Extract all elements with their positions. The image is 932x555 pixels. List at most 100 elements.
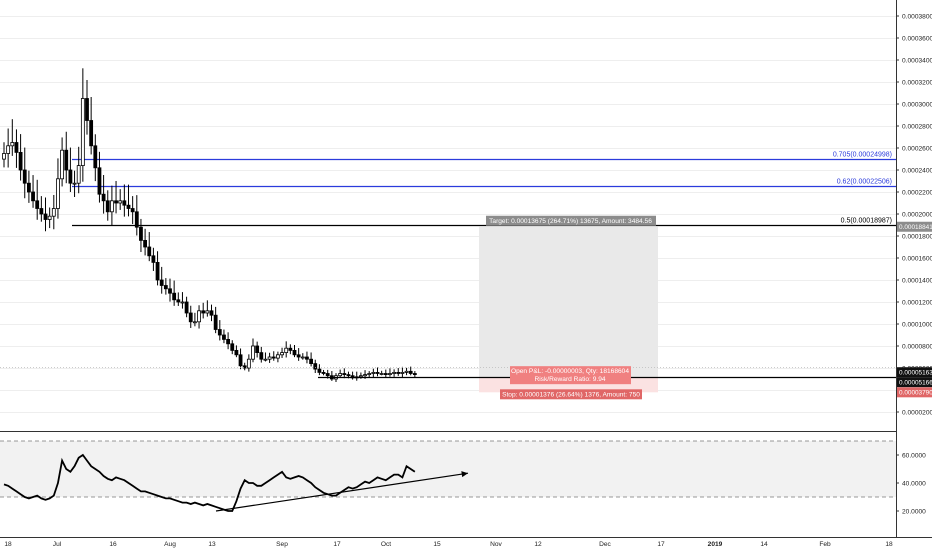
candle-body [14,142,19,153]
candle-body [134,211,139,228]
indicator-panel[interactable] [0,440,896,512]
candle-body [118,200,123,204]
fib-level-label: 0.62(0.00022506) [837,179,892,186]
time-tick-label: 17 [333,541,341,548]
candle-body [114,200,118,204]
price-scale-label: 0.00018841 [899,224,932,231]
candle-body [367,373,372,375]
candle-body [222,334,226,340]
candle-body [126,204,131,209]
indicator-band [0,441,896,497]
target-zone[interactable] [479,226,658,378]
candle-body [39,208,44,215]
candle-body [76,165,81,184]
candle-body [300,356,305,359]
price-scale-labels: 0.00018841 0.00005163 0.00005166 0.00003790 [897,221,932,398]
candle-body [201,310,206,314]
candle-body [22,169,27,184]
candle-body [226,338,231,345]
candle-body [147,246,152,257]
indicator-tick-label: 40.0000 [902,481,926,488]
candle-body [242,365,247,369]
time-tick-label: 18 [885,541,893,548]
candle-body [313,363,318,370]
candle-body [292,349,297,356]
position-labels: Target: 0.00013675 (264.71%) 13675, Amou… [486,215,656,400]
candle-body [255,345,260,353]
indicator-axis[interactable]: 60.0000 40.0000 20.0000 [896,453,926,516]
time-tick-label: 17 [657,541,665,548]
candle-body [408,370,413,374]
candle-body [122,200,127,206]
candle-body [209,310,214,316]
candle-body [35,200,40,209]
stop-label-box [500,389,642,400]
candle-body [246,358,251,369]
candle-body [358,375,363,378]
risk-reward-label: Risk/Reward Ratio: 9.94 [534,376,605,383]
candle-body [155,261,160,281]
candle-body [321,371,326,374]
candle-body [172,292,177,301]
position-zones[interactable] [479,226,658,393]
candle-body [363,374,367,377]
time-tick-label: Aug [164,541,176,548]
candle-body [31,191,35,202]
candle-body [396,371,401,374]
price-scale-badge [897,367,932,378]
candle-body [68,169,73,184]
time-tick-label: Nov [490,541,502,548]
candle-body [97,167,102,195]
price-tick-label: 0.00002000 [902,410,932,417]
time-tick-label: 18 [4,541,12,548]
candle-body [93,145,98,169]
candle-body [317,368,322,373]
candlestick-series [2,68,417,383]
indicator-trendline[interactable] [215,472,469,512]
candle-body [192,321,197,324]
candle-body [56,178,60,209]
fib-level-label: 0.5(0.00018987) [841,218,892,225]
candle-body [342,373,347,375]
time-tick-label: Oct [381,541,391,548]
candle-body [379,373,384,375]
time-tick-label: 13 [208,541,216,548]
candle-body [288,347,293,351]
price-scale-badge [897,387,932,398]
candle-body [51,208,56,217]
candle-body [176,299,181,303]
candle-body [60,149,64,180]
candle-body [2,153,6,160]
time-tick-label: Jul [53,541,62,548]
candle-body [346,374,351,377]
fib-retracement[interactable]: 0.705(0.00024998) 0.62(0.00022506) 0.5(0.0… [72,152,896,227]
candle-body [375,371,380,374]
candle-body [309,358,314,365]
candle-body [234,349,239,356]
candle-body [275,354,280,359]
candle-body [271,356,276,359]
candle-body [130,208,135,213]
candle-body [388,373,392,375]
candle-body [143,239,148,248]
price-scale-label: 0.00005163 [899,370,932,377]
candle-body [151,255,156,263]
time-tick-label: Dec [599,541,611,548]
candle-body [26,182,31,193]
time-axis[interactable]: 18 Jul 16 Aug 13 Sep 17 Oct 15 Nov 12 Dec 17 2019 14 Fe… [4,541,893,548]
candle-body [64,149,69,171]
trendline-arrowhead [461,471,468,478]
price-scale-badge [897,221,932,232]
candle-body [197,310,201,323]
